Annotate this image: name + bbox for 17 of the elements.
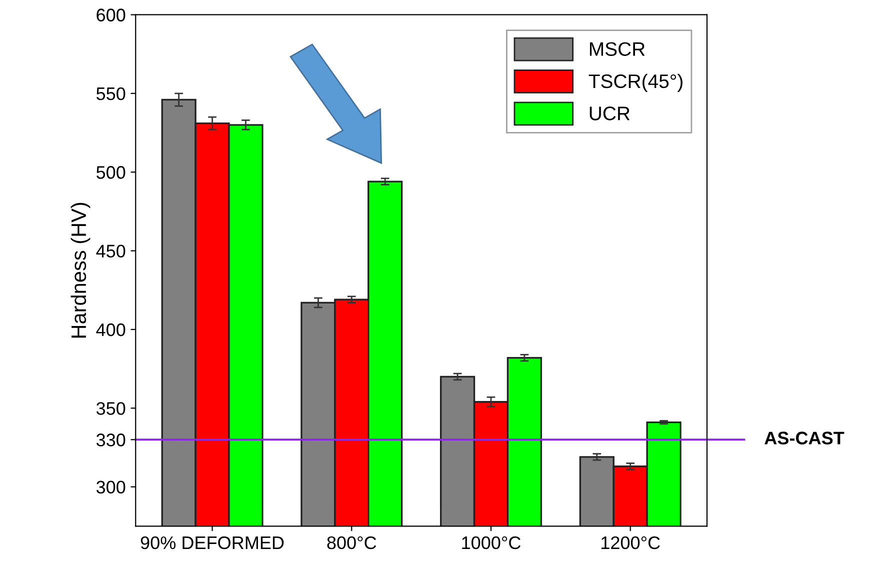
y-tick-label: 500 bbox=[96, 166, 126, 179]
y-tick-label: 400 bbox=[96, 323, 126, 336]
x-tick-label: 800°C bbox=[327, 536, 376, 550]
y-axis-title: Hardness (HV) bbox=[70, 202, 90, 338]
legend-label: MSCR bbox=[590, 42, 645, 56]
y-tick-label: 330 bbox=[96, 434, 126, 446]
x-tick-label: 1200°C bbox=[602, 536, 660, 550]
ref-line-label: AS-CAST bbox=[764, 432, 844, 444]
legend-label: UCR bbox=[590, 106, 630, 120]
legend-label: TSCR(45°) bbox=[588, 74, 682, 92]
y-tick-label: 600 bbox=[96, 8, 126, 22]
x-tick-label: 1000°C bbox=[462, 536, 521, 550]
x-tick-label: 90% DEFORMED bbox=[140, 536, 284, 550]
y-tick-label: 450 bbox=[96, 244, 126, 258]
y-tick-label: 550 bbox=[96, 87, 126, 100]
y-tick-label: 300 bbox=[96, 480, 126, 494]
y-tick-label: 350 bbox=[96, 402, 126, 415]
